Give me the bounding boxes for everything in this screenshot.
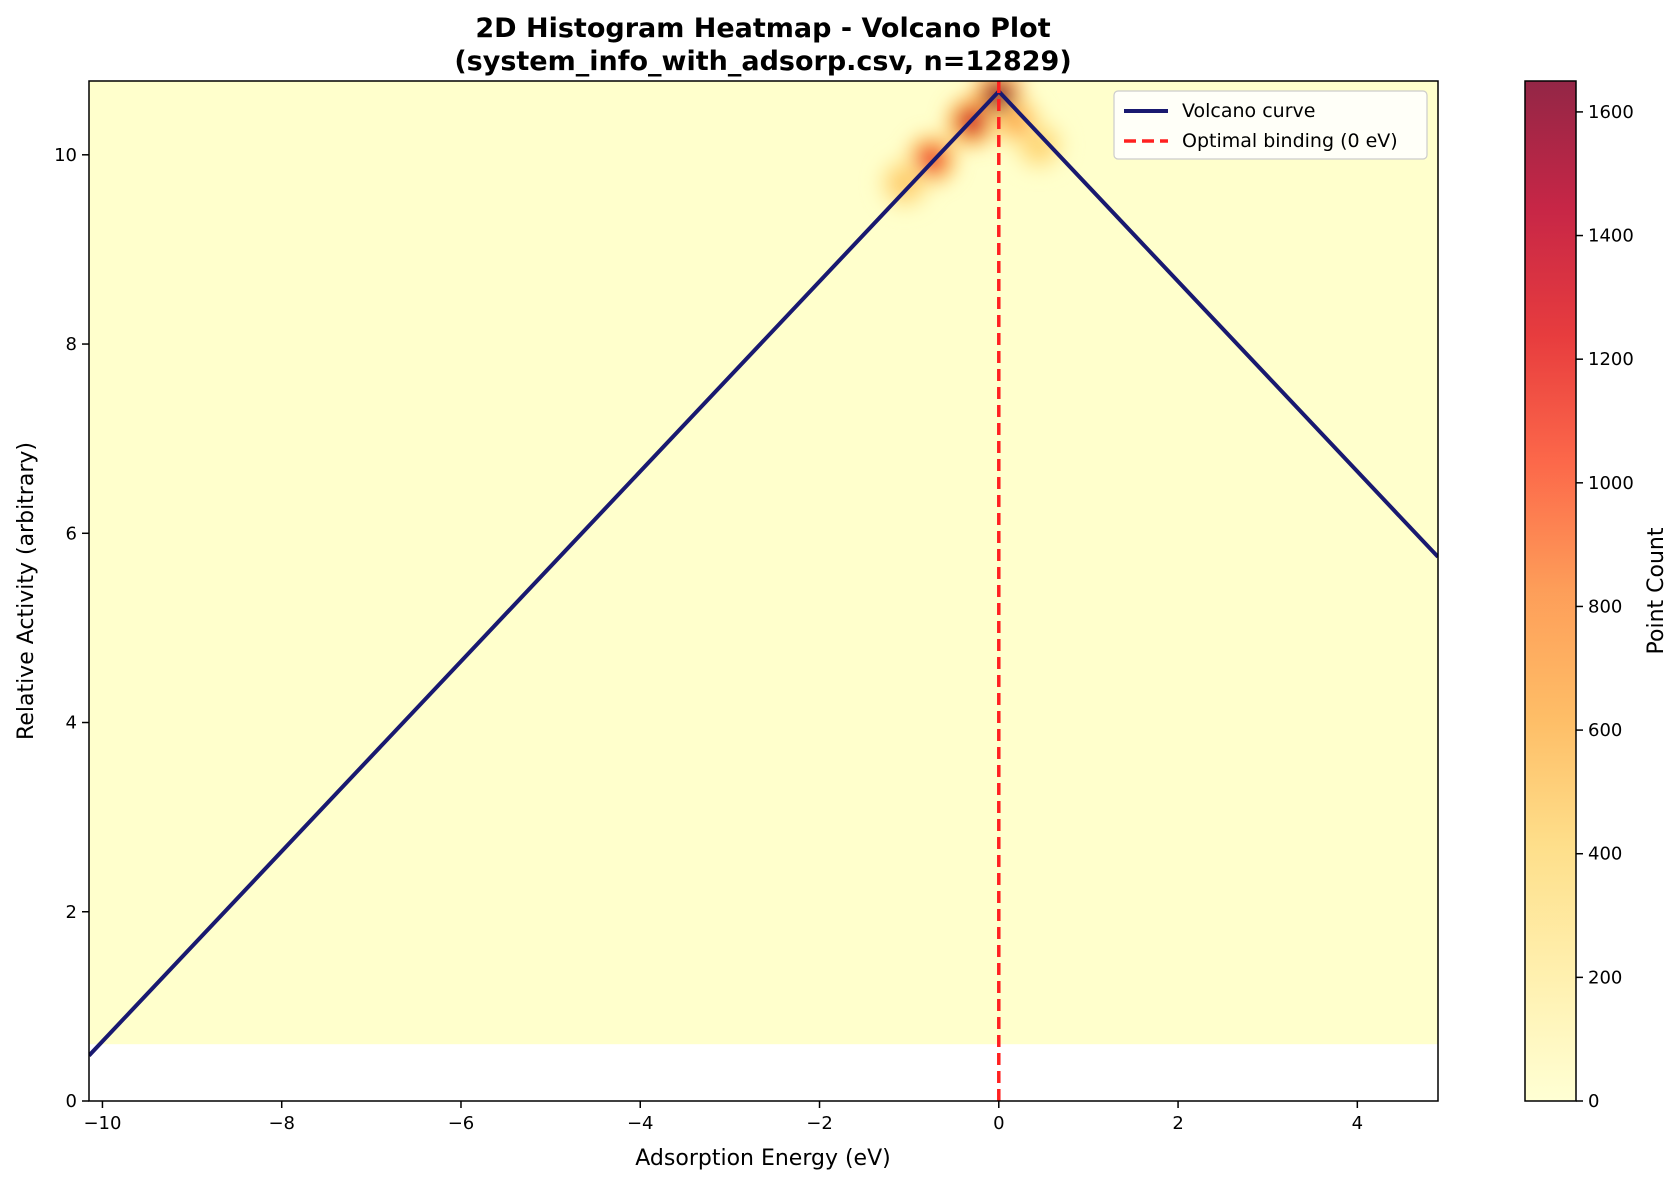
y-tick-label: 10 xyxy=(54,145,77,166)
y-tick-label: 8 xyxy=(66,334,77,355)
hotspot-core-4 xyxy=(1024,130,1055,161)
x-tick-label: −10 xyxy=(83,1113,121,1134)
y-axis-label: Relative Activity (arbitrary) xyxy=(14,442,39,740)
colorbar-tick-label: 1400 xyxy=(1588,226,1634,247)
colorbar-tick-label: 400 xyxy=(1588,844,1622,865)
colorbar-tick-label: 1200 xyxy=(1588,349,1634,370)
legend-label-volcano-curve: Volcano curve xyxy=(1182,100,1315,122)
colorbar-tick-label: 1600 xyxy=(1588,102,1634,123)
colorbar-label: Point Count xyxy=(1644,527,1669,654)
x-tick-label: 0 xyxy=(993,1113,1004,1134)
y-tick-label: 4 xyxy=(66,713,77,734)
x-tick-label: −8 xyxy=(268,1113,295,1134)
y-axis-ticks: 0 2 4 6 8 10 xyxy=(54,145,89,1112)
colorbar-ticks: 0 200 400 600 800 1000 1200 1400 1600 xyxy=(1576,102,1634,1112)
x-tick-label: −6 xyxy=(448,1113,475,1134)
y-tick-label: 0 xyxy=(66,1091,77,1112)
colorbar-tick-label: 200 xyxy=(1588,967,1622,988)
y-tick-label: 6 xyxy=(66,523,77,544)
plot-area xyxy=(88,80,1439,1102)
x-tick-label: 2 xyxy=(1172,1113,1183,1134)
hotspot-core-3 xyxy=(1001,106,1032,137)
colorbar-tick-label: 1000 xyxy=(1588,473,1634,494)
hotspot-core-5 xyxy=(889,168,920,199)
colorbar-gradient xyxy=(1524,80,1577,1102)
chart-title-line2: (system_info_with_adsorp.csv, n=12829) xyxy=(454,46,1071,77)
x-axis-ticks: −10 −8 −6 −4 −2 0 2 4 xyxy=(83,1101,1363,1134)
x-axis-label: Adsorption Energy (eV) xyxy=(635,1146,890,1171)
x-tick-label: −4 xyxy=(627,1113,654,1134)
plot-frame xyxy=(88,80,1439,1102)
colorbar-tick-label: 600 xyxy=(1588,720,1622,741)
colorbar-tick-label: 0 xyxy=(1588,1091,1599,1112)
legend-label-optimal-binding: Optimal binding (0 eV) xyxy=(1182,130,1398,152)
legend-box xyxy=(1113,90,1428,160)
x-tick-label: 4 xyxy=(1352,1113,1363,1134)
legend: Volcano curve Optimal binding (0 eV) xyxy=(1113,90,1428,160)
x-tick-label: −2 xyxy=(806,1113,833,1134)
colorbar-tick-label: 800 xyxy=(1588,596,1622,617)
colorbar: 0 200 400 600 800 1000 1200 1400 1600 Point Coun… xyxy=(1524,80,1669,1112)
hotspot-core-0 xyxy=(983,81,1014,112)
histogram-background xyxy=(89,81,1438,1045)
y-tick-label: 2 xyxy=(66,902,77,923)
chart-title-line1: 2D Histogram Heatmap - Volcano Plot xyxy=(475,13,1050,44)
